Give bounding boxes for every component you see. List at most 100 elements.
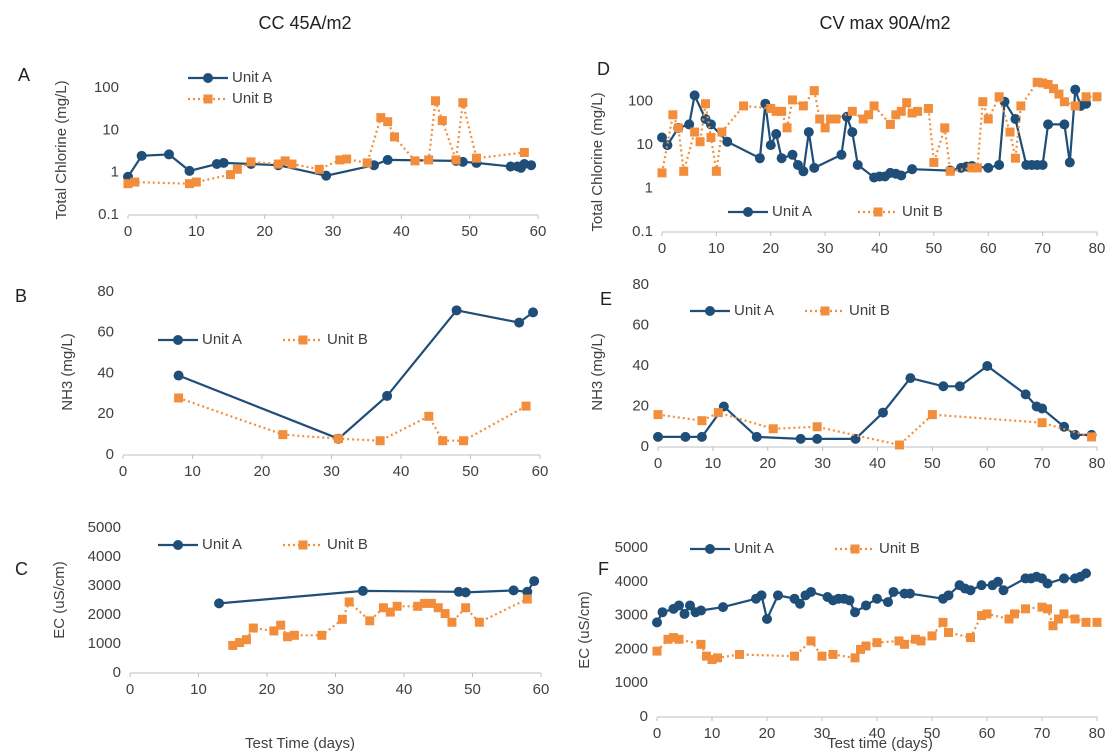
marker xyxy=(283,632,293,642)
x-tick-label: 60 xyxy=(979,455,996,472)
marker xyxy=(685,600,695,611)
marker xyxy=(768,424,778,434)
marker xyxy=(663,634,673,644)
marker xyxy=(885,119,895,129)
legend-label: Unit B xyxy=(327,331,368,348)
x-tick-label: 0 xyxy=(658,240,666,257)
panel-letter: E xyxy=(600,289,612,309)
marker xyxy=(458,98,468,108)
marker xyxy=(246,157,256,167)
marker xyxy=(776,153,787,164)
marker xyxy=(674,600,684,611)
series-line xyxy=(657,411,1092,447)
legend-marker xyxy=(743,207,753,217)
y-tick-label: 60 xyxy=(97,324,114,341)
column-title: CC 45A/m2 xyxy=(258,13,351,33)
panel-letter: A xyxy=(18,65,30,85)
marker xyxy=(883,597,893,608)
marker xyxy=(929,157,939,167)
marker xyxy=(184,165,195,176)
marker xyxy=(894,636,904,646)
x-tick-label: 40 xyxy=(393,463,410,480)
marker xyxy=(657,607,668,618)
marker xyxy=(679,608,690,619)
marker xyxy=(662,140,673,151)
marker xyxy=(657,132,667,143)
marker xyxy=(831,114,841,124)
marker xyxy=(451,305,462,316)
x-tick-label: 20 xyxy=(759,455,776,472)
x-tick-label: 0 xyxy=(653,725,661,742)
marker xyxy=(861,641,871,651)
marker xyxy=(1070,614,1080,624)
marker xyxy=(872,593,882,604)
x-tick-label: 50 xyxy=(924,455,941,472)
y-tick-label: 0 xyxy=(106,446,114,463)
marker xyxy=(795,598,805,609)
legend-label: Unit A xyxy=(202,536,242,553)
marker xyxy=(1059,119,1070,130)
x-tick-label: 10 xyxy=(184,463,201,480)
x-tick-label: 30 xyxy=(325,223,342,240)
marker xyxy=(1016,101,1026,111)
marker xyxy=(891,110,901,120)
marker xyxy=(872,638,882,648)
legend-marker xyxy=(173,335,183,345)
x-tick-label: 60 xyxy=(532,463,549,480)
marker xyxy=(817,651,827,661)
marker xyxy=(1059,97,1069,107)
marker xyxy=(994,92,1004,102)
y-tick-label: 1000 xyxy=(615,674,648,691)
marker xyxy=(718,602,728,613)
marker xyxy=(847,127,858,138)
x-tick-label: 40 xyxy=(393,223,410,240)
marker xyxy=(652,617,662,628)
marker xyxy=(940,123,950,133)
marker xyxy=(357,585,368,596)
x-tick-label: 20 xyxy=(259,681,276,698)
legend-marker xyxy=(873,207,883,217)
marker xyxy=(788,95,797,105)
marker xyxy=(877,407,888,418)
marker xyxy=(1010,114,1021,125)
legend-label: Unit B xyxy=(902,203,943,220)
legend-label: Unit A xyxy=(734,540,774,557)
panel-letter: C xyxy=(15,559,28,579)
marker xyxy=(869,101,879,111)
marker xyxy=(1059,609,1069,619)
x-tick-label: 70 xyxy=(1034,455,1051,472)
marker xyxy=(1081,568,1091,579)
marker xyxy=(943,590,954,601)
y-tick-label: 40 xyxy=(97,364,114,381)
marker xyxy=(342,154,352,164)
x-tick-label: 20 xyxy=(254,463,271,480)
y-tick-label: 10 xyxy=(102,121,119,138)
marker xyxy=(864,110,874,120)
marker xyxy=(976,580,987,591)
x-tick-label: 50 xyxy=(924,725,941,742)
marker xyxy=(998,585,1009,596)
marker xyxy=(782,123,792,133)
marker xyxy=(705,119,716,130)
legend-marker xyxy=(298,540,308,550)
marker xyxy=(383,117,393,127)
marker xyxy=(945,166,955,176)
marker xyxy=(287,159,297,169)
x-tick-label: 10 xyxy=(188,223,205,240)
marker xyxy=(1081,92,1091,102)
y-tick-label: 0 xyxy=(640,708,648,725)
legend-marker xyxy=(298,335,308,345)
marker xyxy=(852,159,863,170)
series-line xyxy=(178,309,534,440)
x-tick-label: 10 xyxy=(190,681,207,698)
marker xyxy=(787,149,798,160)
marker xyxy=(447,617,457,627)
marker xyxy=(519,147,529,157)
marker xyxy=(696,431,707,442)
marker xyxy=(1021,604,1030,614)
marker xyxy=(751,431,762,442)
y-tick-label: 1000 xyxy=(88,635,121,652)
x-tick-label: 10 xyxy=(705,455,722,472)
marker xyxy=(896,106,906,116)
marker xyxy=(697,416,707,426)
